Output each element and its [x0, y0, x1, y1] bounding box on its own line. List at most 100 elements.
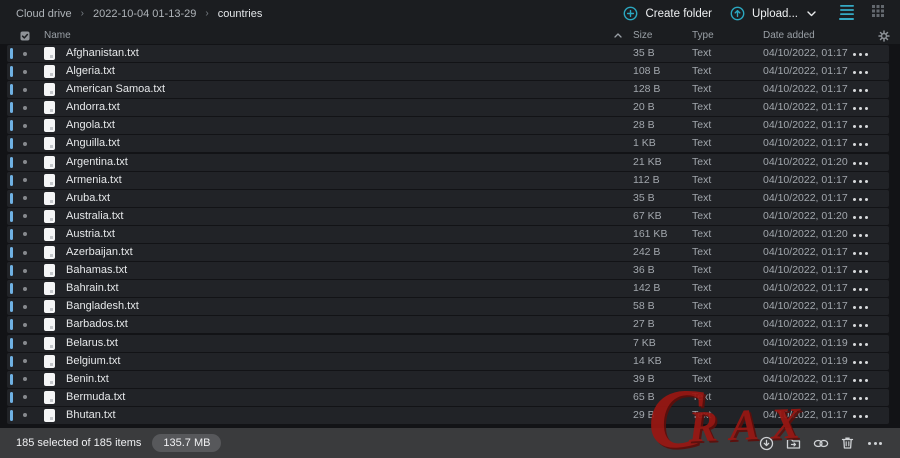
- row-options-button[interactable]: [851, 69, 870, 76]
- column-header-name[interactable]: Name: [44, 30, 71, 41]
- file-row[interactable]: Barbados.txt 27 B Text 04/10/2022, 01:17: [7, 316, 889, 334]
- file-name[interactable]: Bangladesh.txt: [66, 300, 139, 313]
- row-options-button[interactable]: [851, 377, 870, 384]
- file-row[interactable]: Aruba.txt 35 B Text 04/10/2022, 01:17: [7, 189, 889, 207]
- row-options-button[interactable]: [851, 250, 870, 257]
- more-options-button[interactable]: [864, 436, 886, 451]
- download-button[interactable]: [757, 434, 776, 453]
- row-checkbox[interactable]: [23, 123, 27, 128]
- file-row[interactable]: Australia.txt 67 KB Text 04/10/2022, 01:…: [7, 207, 889, 225]
- file-row[interactable]: Argentina.txt 21 KB Text 04/10/2022, 01:…: [7, 153, 889, 171]
- row-options-button[interactable]: [851, 105, 870, 112]
- file-name[interactable]: Armenia.txt: [66, 173, 122, 186]
- file-row[interactable]: Bahrain.txt 142 B Text 04/10/2022, 01:17: [7, 280, 889, 298]
- file-row[interactable]: Belarus.txt 7 KB Text 04/10/2022, 01:19: [7, 334, 889, 352]
- file-row[interactable]: Benin.txt 39 B Text 04/10/2022, 01:17: [7, 370, 889, 388]
- column-settings-button[interactable]: [878, 30, 890, 42]
- file-name[interactable]: American Samoa.txt: [66, 83, 166, 96]
- row-checkbox[interactable]: [23, 377, 27, 382]
- row-options-button[interactable]: [851, 341, 870, 348]
- row-checkbox[interactable]: [23, 250, 27, 255]
- file-row[interactable]: American Samoa.txt 128 B Text 04/10/2022…: [7, 81, 889, 99]
- select-all-checkbox[interactable]: [20, 31, 30, 41]
- file-name[interactable]: Bahamas.txt: [66, 264, 128, 277]
- file-row[interactable]: Anguilla.txt 1 KB Text 04/10/2022, 01:17: [7, 135, 889, 153]
- row-options-button[interactable]: [851, 123, 870, 130]
- row-checkbox[interactable]: [23, 359, 27, 364]
- sort-ascending-icon[interactable]: [614, 33, 622, 38]
- file-row[interactable]: Bermuda.txt 65 B Text 04/10/2022, 01:17: [7, 388, 889, 406]
- row-options-button[interactable]: [851, 87, 870, 94]
- file-row[interactable]: Belgium.txt 14 KB Text 04/10/2022, 01:19: [7, 352, 889, 370]
- row-options-button[interactable]: [851, 304, 870, 311]
- upload-button[interactable]: Upload...: [730, 6, 816, 21]
- file-name[interactable]: Belarus.txt: [66, 336, 118, 349]
- file-row[interactable]: Bhutan.txt 29 B Text 04/10/2022, 01:17: [7, 406, 889, 424]
- row-checkbox[interactable]: [23, 141, 27, 146]
- file-row[interactable]: Afghanistan.txt 35 B Text 04/10/2022, 01…: [7, 45, 889, 62]
- list-view-button[interactable]: [838, 3, 855, 23]
- row-checkbox[interactable]: [23, 395, 27, 400]
- file-name[interactable]: Benin.txt: [66, 372, 109, 385]
- row-checkbox[interactable]: [23, 413, 27, 418]
- row-options-button[interactable]: [851, 268, 870, 275]
- file-row[interactable]: Armenia.txt 112 B Text 04/10/2022, 01:17: [7, 171, 889, 189]
- column-header-size[interactable]: Size: [633, 30, 653, 41]
- file-row[interactable]: Bangladesh.txt 58 B Text 04/10/2022, 01:…: [7, 298, 889, 316]
- file-name[interactable]: Aruba.txt: [66, 191, 111, 204]
- file-name[interactable]: Andorra.txt: [66, 101, 120, 114]
- breadcrumb-item-root[interactable]: Cloud drive: [16, 7, 72, 20]
- file-row[interactable]: Bahamas.txt 36 B Text 04/10/2022, 01:17: [7, 262, 889, 280]
- row-options-button[interactable]: [851, 196, 870, 203]
- row-options-button[interactable]: [851, 51, 870, 58]
- breadcrumb-item-parent[interactable]: 2022-10-04 01-13-29: [92, 7, 197, 20]
- file-row[interactable]: Austria.txt 161 KB Text 04/10/2022, 01:2…: [7, 225, 889, 243]
- file-name[interactable]: Anguilla.txt: [66, 137, 120, 150]
- row-checkbox[interactable]: [23, 214, 27, 219]
- file-name[interactable]: Belgium.txt: [66, 354, 121, 367]
- row-checkbox[interactable]: [23, 341, 27, 345]
- row-options-button[interactable]: [851, 359, 870, 366]
- row-checkbox[interactable]: [23, 69, 27, 74]
- column-header-date-added[interactable]: Date added: [763, 30, 815, 41]
- row-checkbox[interactable]: [23, 232, 27, 237]
- file-name[interactable]: Barbados.txt: [66, 318, 128, 331]
- file-name[interactable]: Austria.txt: [66, 227, 115, 240]
- row-options-button[interactable]: [851, 286, 870, 293]
- file-row[interactable]: Algeria.txt 108 B Text 04/10/2022, 01:17: [7, 63, 889, 81]
- file-name[interactable]: Angola.txt: [66, 119, 115, 132]
- file-name[interactable]: Azerbaijan.txt: [66, 246, 133, 259]
- file-name[interactable]: Bahrain.txt: [66, 282, 119, 295]
- file-name[interactable]: Argentina.txt: [66, 155, 128, 168]
- row-checkbox[interactable]: [23, 51, 27, 56]
- move-button[interactable]: [784, 435, 803, 452]
- file-row[interactable]: Andorra.txt 20 B Text 04/10/2022, 01:17: [7, 99, 889, 117]
- row-options-button[interactable]: [851, 322, 870, 329]
- row-options-button[interactable]: [851, 141, 870, 148]
- row-checkbox[interactable]: [23, 196, 27, 201]
- grid-view-button[interactable]: [869, 3, 886, 25]
- delete-button[interactable]: [839, 434, 856, 452]
- row-options-button[interactable]: [851, 214, 870, 221]
- copy-link-button[interactable]: [811, 436, 831, 451]
- row-checkbox[interactable]: [23, 286, 27, 291]
- file-name[interactable]: Bermuda.txt: [66, 390, 126, 403]
- file-name[interactable]: Bhutan.txt: [66, 408, 116, 421]
- file-row[interactable]: Angola.txt 28 B Text 04/10/2022, 01:17: [7, 117, 889, 135]
- row-checkbox[interactable]: [23, 87, 27, 92]
- row-options-button[interactable]: [851, 413, 870, 420]
- file-name[interactable]: Afghanistan.txt: [66, 47, 139, 59]
- row-options-button[interactable]: [851, 160, 870, 167]
- column-header-type[interactable]: Type: [692, 30, 714, 41]
- row-options-button[interactable]: [851, 395, 870, 402]
- file-name[interactable]: Australia.txt: [66, 209, 124, 222]
- row-options-button[interactable]: [851, 178, 870, 185]
- file-row[interactable]: Azerbaijan.txt 242 B Text 04/10/2022, 01…: [7, 244, 889, 262]
- row-checkbox[interactable]: [23, 105, 27, 110]
- create-folder-button[interactable]: Create folder: [623, 6, 712, 21]
- row-checkbox[interactable]: [23, 268, 27, 273]
- file-name[interactable]: Algeria.txt: [66, 65, 115, 78]
- row-checkbox[interactable]: [23, 160, 27, 165]
- row-checkbox[interactable]: [23, 178, 27, 183]
- row-options-button[interactable]: [851, 232, 870, 239]
